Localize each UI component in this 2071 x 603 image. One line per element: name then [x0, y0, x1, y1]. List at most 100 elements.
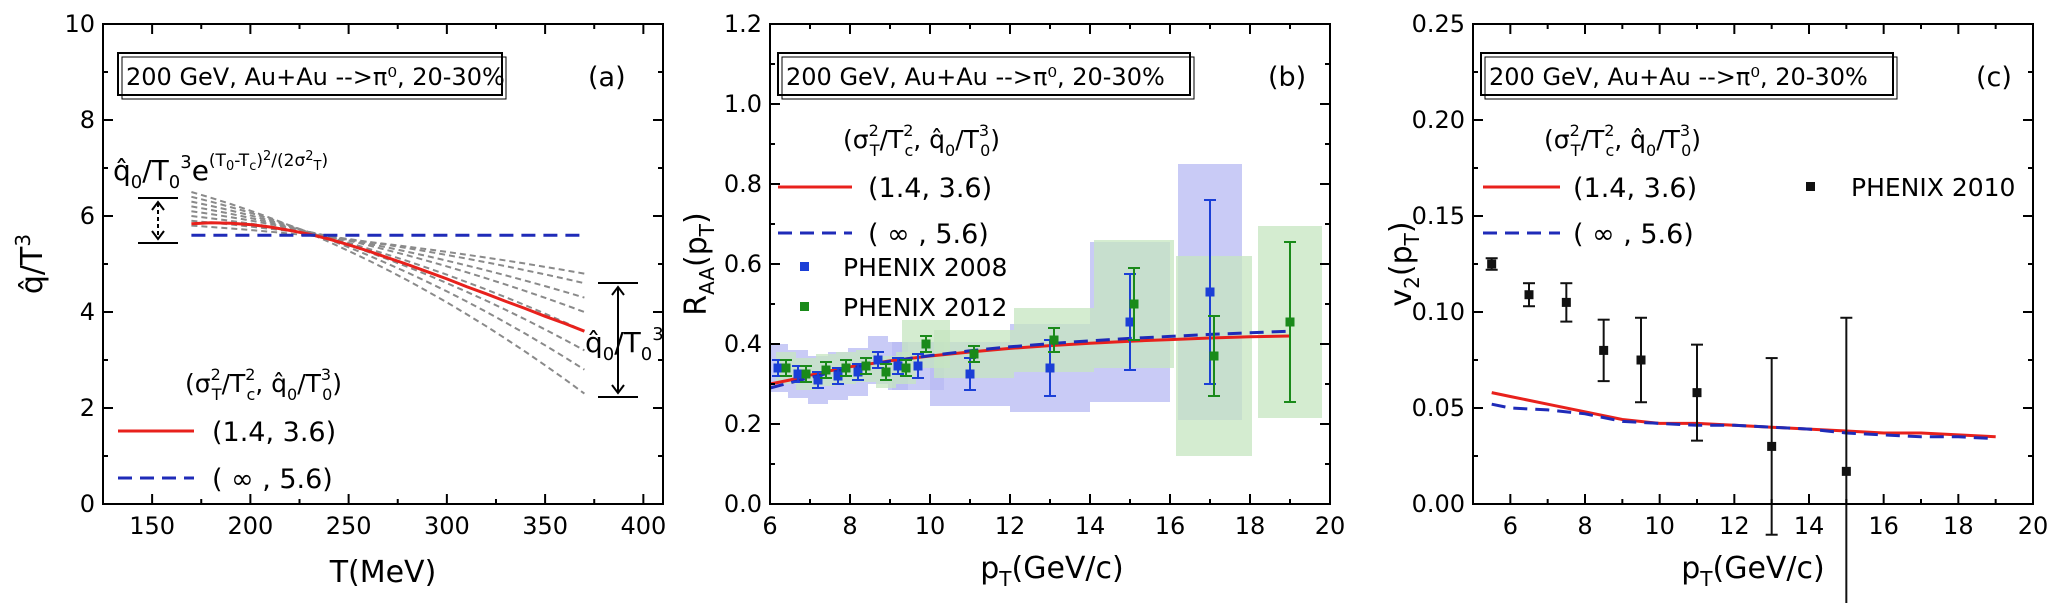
x-tick-label: 18	[1943, 512, 1974, 540]
y-tick-label: 2	[80, 394, 95, 422]
x-tick-label: 6	[762, 512, 777, 540]
data-point-phenix-2008	[773, 363, 783, 373]
data-point-phenix-2008	[1125, 317, 1135, 327]
legend-header: (σ2 T/T2 c, q̂0/T3 0)	[185, 365, 342, 404]
legend-item-phenix-2010: PHENIX 2010	[1851, 173, 2015, 202]
x-tick-label: 350	[522, 512, 568, 540]
data-point-phenix-2010	[1599, 345, 1609, 355]
formula-label: q̂0/T03e(T0-Tc)2/(2σ2T)	[113, 149, 328, 193]
data-point-phenix-2010	[1487, 259, 1497, 269]
y-tick-label: 10	[64, 10, 95, 38]
y-tick-label: 0.25	[1412, 10, 1465, 38]
data-point-phenix-2008	[893, 361, 903, 371]
caption-box-text: 200 GeV, Au+Au -->π⁰, 20-30%	[786, 63, 1165, 91]
caption-box-text: 200 GeV, Au+Au -->π⁰, 20-30%	[126, 63, 505, 91]
y-tick-label: 1.0	[724, 90, 762, 118]
y-tick-label: 0.6	[724, 250, 762, 278]
y-tick-label: 0.05	[1412, 394, 1465, 422]
x-tick-label: 20	[1315, 512, 1346, 540]
x-axis-title: pT(GeV/c)	[980, 551, 1124, 591]
data-point-phenix-2012	[801, 369, 811, 379]
data-point-phenix-2008	[1045, 363, 1055, 373]
data-point-phenix-2012	[781, 363, 791, 373]
x-tick-label: 10	[915, 512, 946, 540]
data-point-phenix-2008	[965, 369, 975, 379]
data-point-phenix-2010	[1636, 355, 1646, 365]
panel-letter: (a)	[588, 62, 626, 93]
legend-item-phenix-2008: PHENIX 2008	[843, 253, 1007, 282]
range-arrow-left	[138, 197, 178, 244]
x-axis-title: T(MeV)	[329, 555, 437, 590]
legend-marker-phenix-2012	[800, 302, 809, 311]
x-tick-label: 300	[424, 512, 470, 540]
legend-header: (σ2 T/T2 c, q̂0/T3 0)	[1544, 121, 1701, 160]
legend-marker-phenix-2010	[1806, 182, 1815, 191]
x-tick-label: 12	[995, 512, 1026, 540]
legend-item-blue: ( ∞ , 5.6)	[212, 464, 333, 495]
data-point-phenix-2012	[901, 363, 911, 373]
data-point-phenix-2008	[1205, 287, 1215, 297]
y-tick-label: 0.4	[724, 330, 762, 358]
y-tick-label: 8	[80, 106, 95, 134]
legend-item-blue: ( ∞ , 5.6)	[868, 219, 989, 250]
grey-dashed-curve	[191, 219, 585, 285]
legend-item-blue: ( ∞ , 5.6)	[1573, 219, 1694, 250]
data-point-phenix-2010	[1524, 290, 1534, 300]
data-point-phenix-2010	[1561, 297, 1571, 307]
caption-box	[1480, 52, 1894, 96]
grey-dashed-curve	[191, 191, 585, 395]
x-tick-label: 12	[1719, 512, 1750, 540]
grey-dashed-curve	[191, 224, 585, 275]
data-point-phenix-2012	[1129, 299, 1139, 309]
data-point-phenix-2012	[1285, 317, 1295, 327]
data-point-phenix-2012	[861, 361, 871, 371]
series-line-red	[1491, 391, 1996, 439]
caption-box	[117, 52, 503, 96]
x-tick-label: 8	[842, 512, 857, 540]
panel-c: 6 8 10 12 14 16 18 20 0.00 0.05 0.10 0.15 0.20 0.25 2…	[1384, 10, 2048, 603]
data-point-phenix-2008	[853, 367, 863, 377]
y-tick-label: 0.8	[724, 170, 762, 198]
grey-dashed-curve	[191, 210, 585, 313]
panel-letter: (c)	[1976, 62, 2012, 93]
x-tick-label: 150	[129, 512, 175, 540]
data-point-phenix-2008	[793, 369, 803, 379]
caption-box-text: 200 GeV, Au+Au -->π⁰, 20-30%	[1489, 63, 1868, 91]
x-tick-label: 400	[620, 512, 666, 540]
data-point-phenix-2012	[821, 365, 831, 375]
y-tick-label: 4	[80, 298, 95, 326]
panel-a: 150 200 250 300 350 400 0 2 4 6 8 10 200 GeV, Au+Au…	[11, 10, 666, 590]
data-point-phenix-2012	[1049, 335, 1059, 345]
x-tick-label: 14	[1794, 512, 1825, 540]
series-line-red	[191, 221, 585, 333]
grey-curves	[191, 191, 585, 395]
x-tick-label: 14	[1075, 512, 1106, 540]
y-tick-label: 6	[80, 202, 95, 230]
data-point-phenix-2008	[873, 355, 883, 365]
y-axis-title: q̂/T3	[11, 234, 50, 294]
grey-dashed-curve	[191, 215, 585, 299]
data-point-phenix-2010	[1692, 388, 1702, 398]
y-axis-title: v2(pT)	[1384, 221, 1424, 306]
y-tick-label: 0.0	[724, 490, 762, 518]
right-label: q̂0/T03	[585, 324, 664, 365]
legend-header: (σ2 T/T2 c, q̂0/T3 0)	[843, 121, 1000, 160]
x-tick-label: 200	[227, 512, 273, 540]
series-line-blue-dashed	[1491, 402, 1996, 441]
series-line-blue-dashed	[769, 329, 1291, 390]
caption-box	[777, 52, 1191, 96]
data-point-phenix-2012	[1209, 351, 1219, 361]
y-tick-label: 0.10	[1412, 298, 1465, 326]
data-point-phenix-2010	[1767, 441, 1777, 451]
data-point-phenix-2012	[969, 349, 979, 359]
x-tick-label: 18	[1235, 512, 1266, 540]
y-axis-title: RAA(pT)	[679, 212, 719, 315]
data-point-phenix-2012	[921, 339, 931, 349]
x-tick-label: 8	[1577, 512, 1592, 540]
x-axis-title: pT(GeV/c)	[1681, 551, 1825, 591]
legend-item-red: (1.4, 3.6)	[212, 417, 336, 448]
grey-dashed-curve	[191, 205, 585, 333]
x-tick-label: 16	[1868, 512, 1899, 540]
x-tick-label: 20	[2018, 512, 2049, 540]
